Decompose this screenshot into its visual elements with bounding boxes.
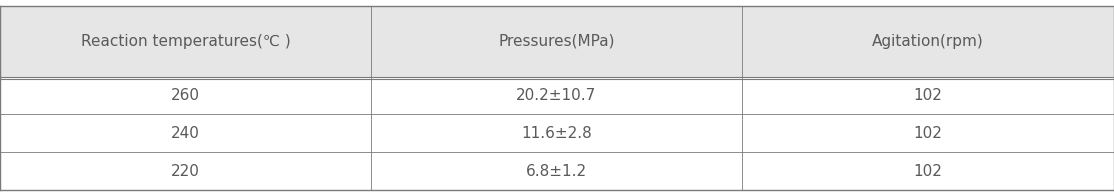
Text: 6.8±1.2: 6.8±1.2 <box>526 164 587 179</box>
Text: 20.2±10.7: 20.2±10.7 <box>516 88 597 103</box>
Text: 240: 240 <box>172 126 199 141</box>
Text: 220: 220 <box>172 164 199 179</box>
Text: Pressures(MPa): Pressures(MPa) <box>498 34 615 49</box>
Text: 102: 102 <box>913 164 942 179</box>
Bar <box>0 6 1114 77</box>
Text: 260: 260 <box>170 88 201 103</box>
Text: 102: 102 <box>913 88 942 103</box>
Bar <box>0 152 1114 190</box>
Bar <box>0 77 1114 114</box>
Text: 102: 102 <box>913 126 942 141</box>
Text: Agitation(rpm): Agitation(rpm) <box>872 34 984 49</box>
Text: 11.6±2.8: 11.6±2.8 <box>521 126 592 141</box>
Bar <box>0 114 1114 152</box>
Text: Reaction temperatures(℃ ): Reaction temperatures(℃ ) <box>80 34 291 49</box>
